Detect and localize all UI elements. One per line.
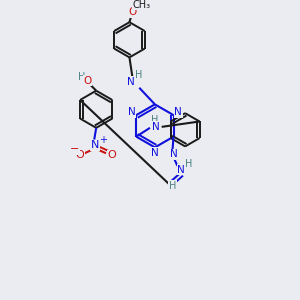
Text: H: H bbox=[151, 115, 158, 125]
Text: H: H bbox=[135, 70, 142, 80]
Text: H: H bbox=[78, 72, 85, 82]
Text: O: O bbox=[107, 150, 116, 160]
Text: O: O bbox=[75, 150, 84, 160]
Text: CH₃: CH₃ bbox=[132, 0, 150, 10]
Text: O: O bbox=[83, 76, 92, 86]
Text: −: − bbox=[70, 144, 80, 154]
Text: N: N bbox=[91, 140, 99, 150]
Text: N: N bbox=[174, 107, 182, 117]
Text: +: + bbox=[99, 135, 107, 145]
Text: N: N bbox=[152, 122, 160, 132]
Text: N: N bbox=[127, 77, 134, 87]
Text: N: N bbox=[178, 165, 185, 175]
Text: O: O bbox=[128, 8, 136, 17]
Text: H: H bbox=[185, 159, 193, 169]
Text: N: N bbox=[128, 107, 136, 117]
Text: N: N bbox=[170, 149, 177, 159]
Text: H: H bbox=[169, 181, 176, 190]
Text: N: N bbox=[151, 148, 159, 158]
